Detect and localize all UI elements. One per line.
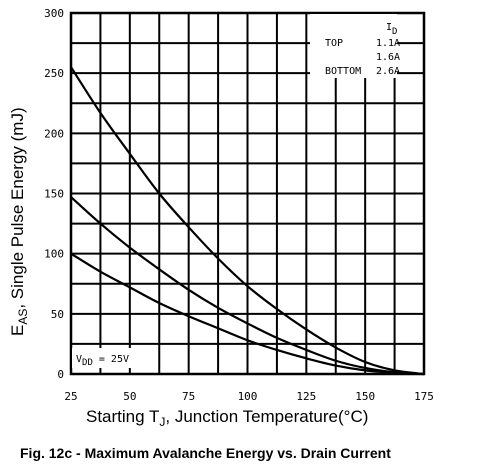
y-tick-label: 250: [44, 67, 64, 80]
y-tick-label: 200: [44, 127, 64, 140]
series-line-2: [70, 252, 425, 376]
y-tick-label: 150: [44, 188, 64, 201]
x-tick-label: 75: [182, 390, 195, 403]
y-tick-label: 50: [51, 308, 64, 321]
tick-labels: 25 50 75 100 125 150 175 0 50 100 150 200 250 300: [44, 7, 434, 403]
x-tick-label: 100: [238, 390, 258, 403]
x-axis-title-rest: , Junction Temperature(°C): [165, 407, 368, 426]
x-axis-title: Starting TJ, Junction Temperature(°C): [86, 407, 368, 429]
y-axis-title-sub: AS: [16, 309, 30, 325]
vdd-value: = 25V: [93, 354, 129, 365]
legend-label-bottom: BOTTOM: [325, 66, 361, 77]
legend-value-mid: 1.6A: [376, 52, 400, 63]
y-tick-label: 100: [44, 248, 64, 261]
x-tick-label: 150: [355, 390, 375, 403]
x-tick-label: 25: [64, 390, 77, 403]
x-tick-label: 125: [296, 390, 316, 403]
x-tick-label: 50: [123, 390, 136, 403]
legend-label-top: TOP: [325, 38, 343, 49]
y-tick-label: 0: [57, 368, 64, 381]
series-lines: [70, 66, 425, 376]
legend-value-bottom: 2.6A: [376, 66, 400, 77]
vdd-annotation-bg: [72, 348, 156, 368]
x-axis-title-sub: J: [159, 415, 165, 429]
y-tick-label: 300: [44, 7, 64, 20]
vdd-sub: DD: [82, 358, 93, 368]
plot-frame: [69, 11, 426, 376]
series-line-1: [70, 196, 425, 376]
series-line-0: [70, 66, 425, 376]
chart-caption: Fig. 12c - Maximum Avalanche Energy vs. …: [20, 445, 391, 461]
legend-header: ID: [386, 22, 397, 37]
legend-value-top: 1.1A: [376, 38, 400, 49]
legend-box: [310, 14, 397, 78]
y-axis-title: EAS, Single Pulse Energy (mJ): [8, 107, 30, 336]
legend-header-sub: D: [392, 27, 397, 37]
x-tick-label: 175: [414, 390, 434, 403]
vdd-annotation: VDD = 25V: [76, 354, 129, 368]
y-axis-title-rest: , Single Pulse Energy (mJ): [8, 107, 27, 308]
